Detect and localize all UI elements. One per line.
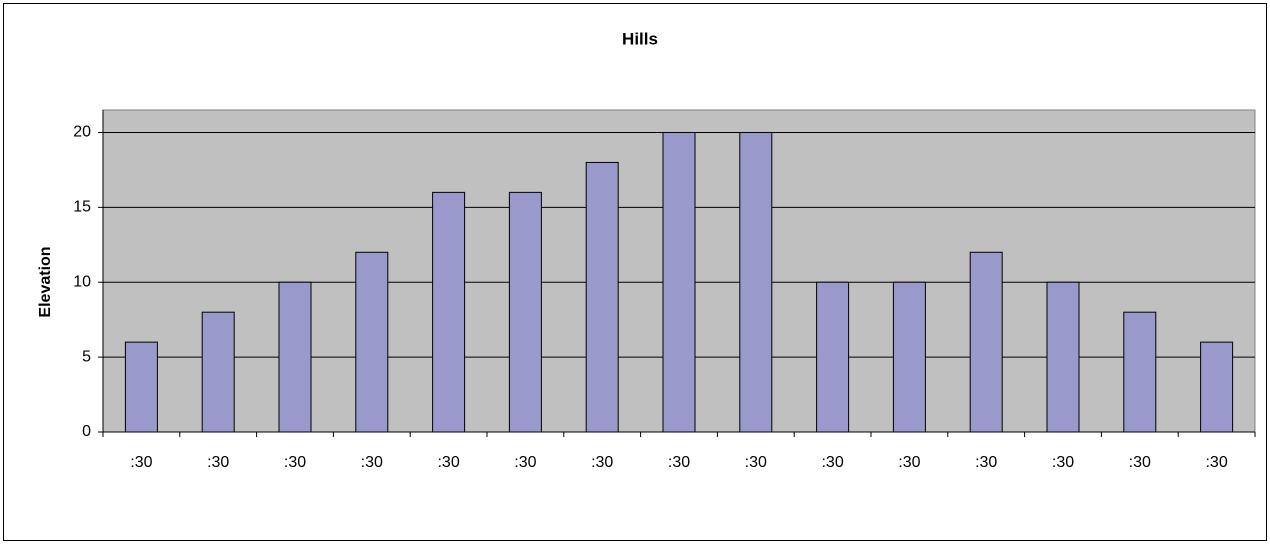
y-tick-label: 15 bbox=[73, 199, 91, 216]
x-tick-label: :30 bbox=[1052, 454, 1074, 471]
x-tick-label: :30 bbox=[207, 454, 229, 471]
bar bbox=[432, 191, 466, 433]
bar bbox=[585, 161, 619, 433]
y-tick-label: 10 bbox=[73, 273, 91, 290]
x-tick-label: :30 bbox=[591, 454, 613, 471]
bar bbox=[355, 251, 389, 433]
x-tick-label: :30 bbox=[1129, 454, 1151, 471]
y-tick-label: 5 bbox=[82, 348, 91, 365]
x-tick-label: :30 bbox=[975, 454, 997, 471]
bar bbox=[969, 251, 1003, 433]
bar bbox=[1046, 281, 1080, 433]
y-tick-label: 0 bbox=[82, 423, 91, 440]
x-tick-label: :30 bbox=[284, 454, 306, 471]
bar bbox=[739, 131, 773, 433]
x-tick-label: :30 bbox=[361, 454, 383, 471]
bar bbox=[892, 281, 926, 433]
x-tick-label: :30 bbox=[1205, 454, 1227, 471]
bar bbox=[278, 281, 312, 433]
x-tick-label: :30 bbox=[668, 454, 690, 471]
y-axis-label: Elevation bbox=[37, 246, 54, 317]
x-tick-label: :30 bbox=[514, 454, 536, 471]
x-tick-label: :30 bbox=[821, 454, 843, 471]
x-tick-label: :30 bbox=[437, 454, 459, 471]
bar bbox=[201, 311, 235, 433]
x-tick-label: :30 bbox=[130, 454, 152, 471]
bar bbox=[1200, 341, 1234, 433]
chart-title: Hills bbox=[622, 29, 658, 48]
x-tick-label: :30 bbox=[745, 454, 767, 471]
bar bbox=[1123, 311, 1157, 433]
x-tick-label: :30 bbox=[898, 454, 920, 471]
bar bbox=[816, 281, 850, 433]
bar bbox=[662, 131, 696, 433]
bar bbox=[124, 341, 158, 433]
y-tick-label: 20 bbox=[73, 124, 91, 141]
bar bbox=[508, 191, 542, 433]
